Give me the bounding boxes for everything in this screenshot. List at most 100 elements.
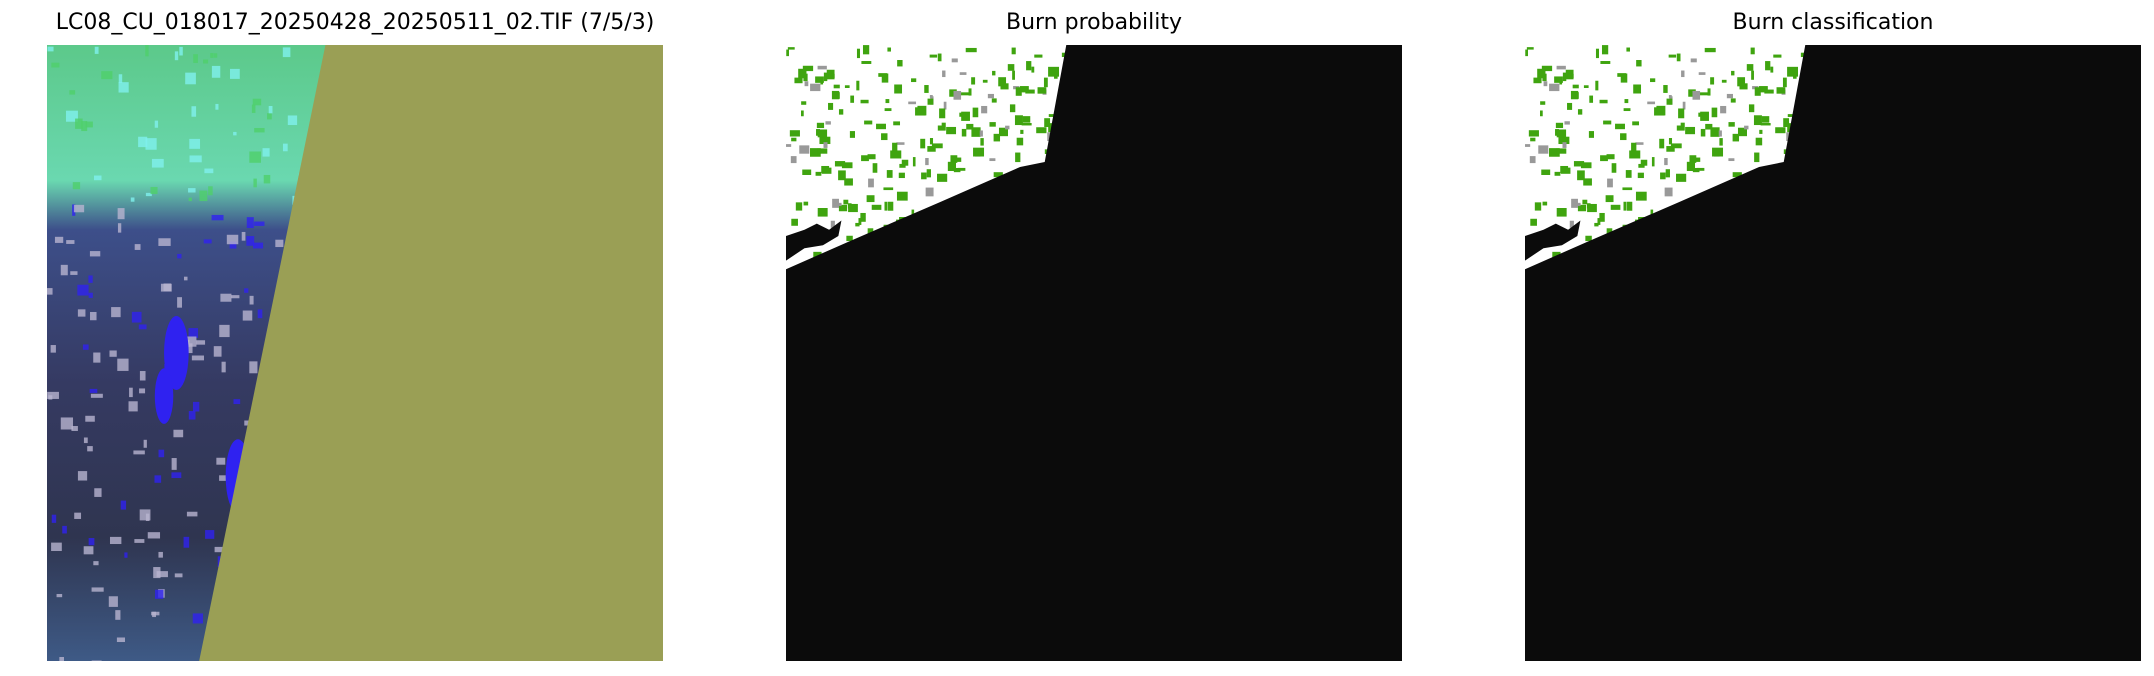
burn-pixel <box>843 199 849 205</box>
texture-pixel <box>101 71 113 80</box>
burn-pixel <box>794 77 803 84</box>
texture-pixel <box>156 571 168 578</box>
texture-pixel <box>150 186 158 195</box>
burn-pixel <box>1786 132 1791 141</box>
texture-pixel <box>93 561 99 566</box>
texture-pixel <box>90 311 97 321</box>
texture-pixel <box>173 429 184 438</box>
burn-pixel <box>834 161 846 167</box>
burn-pixel <box>1710 77 1715 85</box>
texture-pixel <box>226 234 239 245</box>
burn-pixel <box>1037 87 1047 94</box>
texture-pixel <box>183 536 190 548</box>
burn-pixel <box>1583 178 1592 186</box>
burn-pixel <box>961 111 970 121</box>
texture-pixel <box>117 208 125 220</box>
burn-pixel <box>832 198 839 208</box>
burn-pixel <box>1020 129 1024 134</box>
burn-pixel <box>1012 70 1015 80</box>
burn-pixel <box>896 142 905 145</box>
burn-pixel <box>1529 156 1536 164</box>
burn-pixel <box>817 129 828 138</box>
burn-pixel <box>1048 114 1058 117</box>
burn-pixel <box>819 136 831 145</box>
texture-pixel <box>74 512 82 519</box>
burn-pixel <box>1047 132 1052 141</box>
burn-pixel <box>1560 167 1571 174</box>
burn-pixel <box>888 201 894 211</box>
burn-pixel <box>1556 65 1566 70</box>
burn-pixel <box>1595 48 1600 59</box>
burn-probability-map <box>786 45 1402 661</box>
burn-pixel <box>1577 170 1585 181</box>
burn-pixel <box>1623 108 1631 112</box>
burn-pixel <box>971 127 981 137</box>
burn-pixel <box>1543 81 1548 87</box>
burn-pixel <box>1607 178 1613 188</box>
texture-pixel <box>88 292 93 298</box>
burn-pixel <box>1007 64 1015 71</box>
burn-pixel <box>1726 93 1733 99</box>
burn-pixel <box>1676 53 1681 62</box>
burn-pixel <box>1635 142 1644 145</box>
burn-pixel <box>1525 144 1531 147</box>
burn-pixel <box>920 138 926 149</box>
burn-pixel <box>1600 61 1611 64</box>
burn-pixel <box>971 77 976 85</box>
burn-pixel <box>1014 115 1023 126</box>
burn-pixel <box>1571 198 1578 208</box>
texture-pixel <box>282 143 288 152</box>
texture-pixel <box>75 118 83 129</box>
burn-pixel <box>1589 95 1594 103</box>
burn-pixel <box>836 92 840 99</box>
burn-pixel <box>901 159 909 166</box>
burn-pixel <box>1753 115 1762 126</box>
texture-pixel <box>72 204 76 216</box>
burn-pixel <box>1700 128 1706 137</box>
panel-title-burn-classification: Burn classification <box>1732 10 1934 35</box>
burn-pixel <box>810 83 821 92</box>
texture-pixel <box>151 158 164 168</box>
burn-pixel <box>856 80 860 91</box>
texture-pixel <box>220 293 232 302</box>
burn-pixel <box>1562 142 1567 148</box>
texture-pixel <box>241 231 246 241</box>
texture-pixel <box>65 110 78 122</box>
burn-pixel <box>993 133 1001 142</box>
burn-pixel <box>1761 116 1770 123</box>
burn-pixel <box>1570 90 1579 100</box>
burn-pixel <box>925 157 929 166</box>
burn-pixel <box>929 54 938 58</box>
burn-pixel <box>954 157 962 162</box>
texture-pixel <box>183 276 188 281</box>
texture-pixel <box>246 236 255 246</box>
burn-pixel <box>1765 61 1771 71</box>
burn-pixel <box>892 142 898 152</box>
texture-pixel <box>51 62 60 68</box>
burn-pixel <box>862 45 870 55</box>
burn-pixel <box>1554 171 1561 176</box>
burn-pixel <box>1622 187 1633 191</box>
burn-pixel <box>1750 47 1755 55</box>
texture-pixel <box>91 660 102 661</box>
burn-pixel <box>929 138 934 145</box>
burn-pixel <box>927 98 934 105</box>
texture-pixel <box>88 275 93 283</box>
texture-pixel <box>72 182 81 190</box>
burn-pixel <box>786 144 792 147</box>
burn-pixel <box>850 95 855 103</box>
burn-pixel <box>1036 127 1047 134</box>
burn-pixel <box>1580 162 1592 169</box>
texture-pixel <box>199 190 208 202</box>
burn-pixel <box>942 70 946 78</box>
texture-pixel <box>89 251 101 257</box>
burn-pixel <box>1664 187 1673 197</box>
texture-pixel <box>60 264 68 276</box>
burn-pixel <box>1680 122 1685 131</box>
burn-pixel <box>1660 172 1666 180</box>
masked-water-body <box>786 220 842 261</box>
rgb-composite-image <box>47 45 663 661</box>
burn-pixel <box>1773 54 1782 58</box>
burn-pixel <box>855 222 860 227</box>
burn-pixel <box>1026 61 1032 71</box>
